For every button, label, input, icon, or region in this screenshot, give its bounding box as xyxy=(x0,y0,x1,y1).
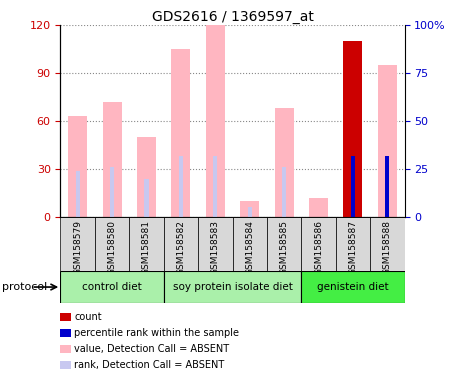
Text: GSM158581: GSM158581 xyxy=(142,220,151,275)
Bar xyxy=(179,156,183,217)
Bar xyxy=(378,65,397,217)
Bar xyxy=(301,217,336,271)
Bar xyxy=(336,217,370,271)
Bar xyxy=(164,217,198,271)
Text: GSM158580: GSM158580 xyxy=(107,220,117,275)
Bar xyxy=(282,167,286,217)
Text: genistein diet: genistein diet xyxy=(317,282,389,292)
Bar xyxy=(213,156,217,217)
Bar xyxy=(110,167,114,217)
Bar xyxy=(95,217,129,271)
Bar xyxy=(301,271,405,303)
Bar xyxy=(172,49,190,217)
Text: count: count xyxy=(74,312,102,322)
Bar xyxy=(60,217,95,271)
Bar xyxy=(198,217,232,271)
Text: protocol: protocol xyxy=(2,282,47,292)
Text: GSM158584: GSM158584 xyxy=(245,220,254,275)
Text: GSM158585: GSM158585 xyxy=(279,220,289,275)
Bar xyxy=(145,179,148,217)
Bar xyxy=(385,156,389,217)
Text: GSM158587: GSM158587 xyxy=(348,220,358,275)
Bar xyxy=(103,102,121,217)
Bar xyxy=(275,108,293,217)
Text: control diet: control diet xyxy=(82,282,142,292)
Bar xyxy=(309,198,328,217)
Text: rank, Detection Call = ABSENT: rank, Detection Call = ABSENT xyxy=(74,360,225,370)
Bar xyxy=(240,201,259,217)
Bar xyxy=(267,217,301,271)
Bar xyxy=(164,271,301,303)
Bar xyxy=(206,25,225,217)
Bar xyxy=(137,137,156,217)
Text: GSM158583: GSM158583 xyxy=(211,220,220,275)
Bar xyxy=(76,171,80,217)
Bar xyxy=(370,217,405,271)
Title: GDS2616 / 1369597_at: GDS2616 / 1369597_at xyxy=(152,10,313,24)
Text: soy protein isolate diet: soy protein isolate diet xyxy=(173,282,292,292)
Bar xyxy=(60,271,164,303)
Text: GSM158588: GSM158588 xyxy=(383,220,392,275)
Bar xyxy=(232,217,267,271)
Text: GSM158586: GSM158586 xyxy=(314,220,323,275)
Text: value, Detection Call = ABSENT: value, Detection Call = ABSENT xyxy=(74,344,230,354)
Bar xyxy=(248,207,252,217)
Bar xyxy=(385,159,389,217)
Text: GSM158579: GSM158579 xyxy=(73,220,82,275)
Bar xyxy=(351,156,355,217)
Bar xyxy=(344,41,362,217)
Bar xyxy=(129,217,164,271)
Text: GSM158582: GSM158582 xyxy=(176,220,186,275)
Bar xyxy=(68,116,87,217)
Text: percentile rank within the sample: percentile rank within the sample xyxy=(74,328,239,338)
